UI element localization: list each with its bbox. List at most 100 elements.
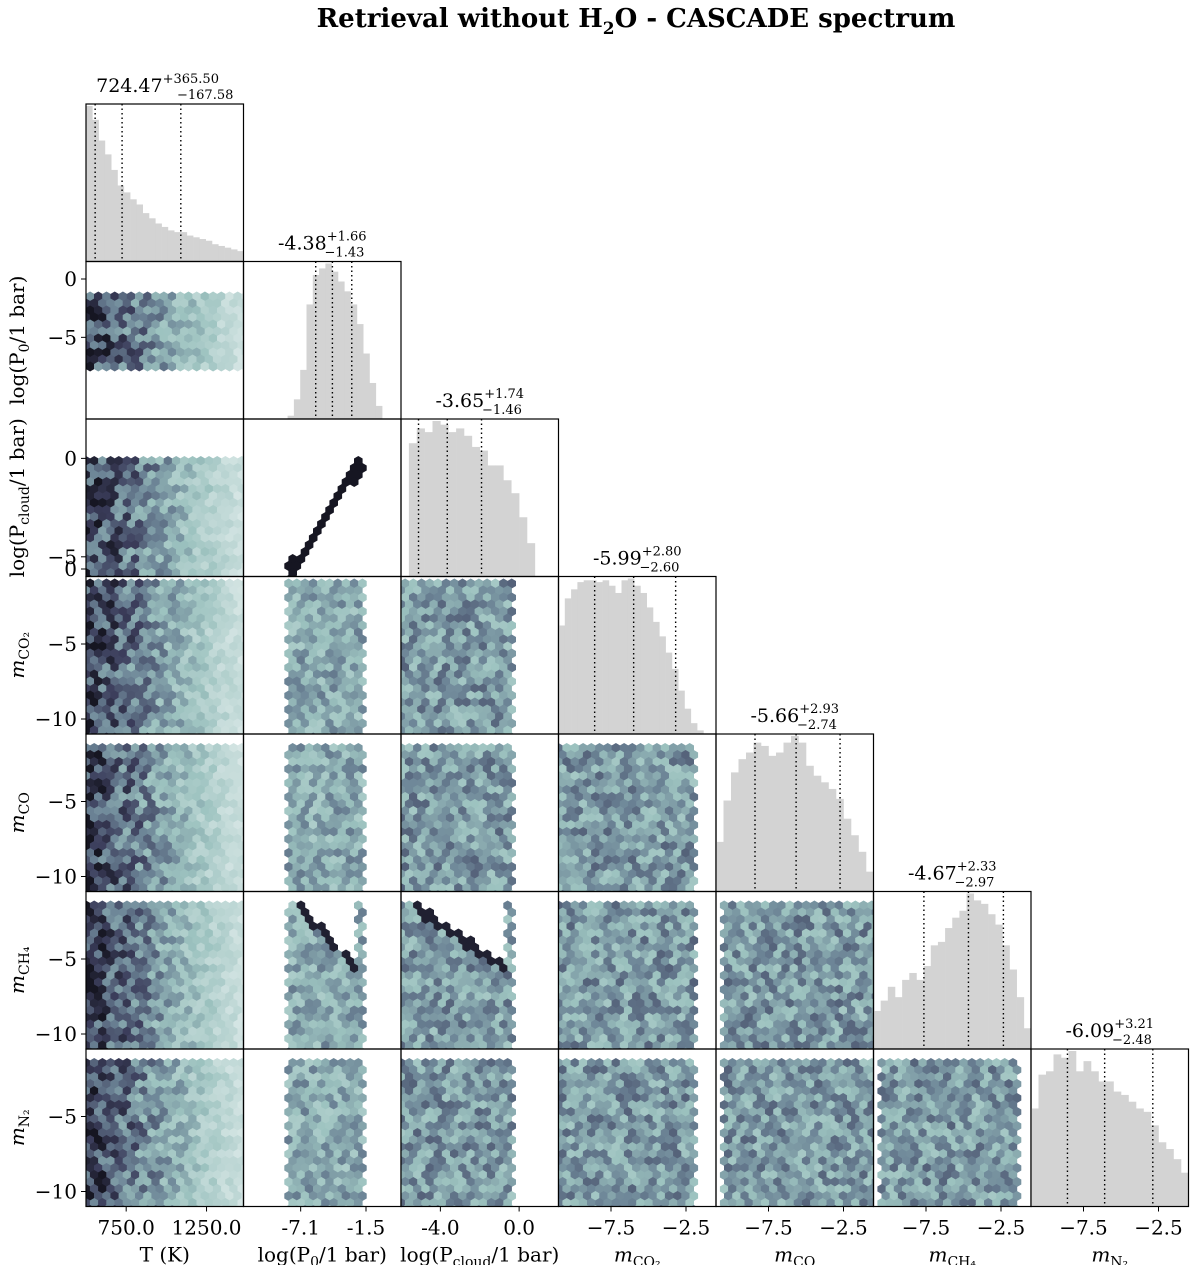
hex-cell [358, 634, 367, 645]
hex-cell [429, 998, 439, 1009]
hex-cell [143, 547, 152, 557]
hex-cell [217, 876, 226, 886]
hex-cell [126, 690, 136, 701]
hex-cell [155, 641, 165, 652]
hex-cell [329, 813, 338, 823]
hex-cell [401, 718, 410, 729]
hex-cell [300, 778, 310, 788]
hex-cell [470, 813, 480, 823]
hex-cell [208, 907, 218, 918]
hex-cell [421, 869, 430, 879]
hex-cell [818, 1026, 827, 1037]
hex-cell [441, 876, 451, 886]
hex-cell [110, 620, 119, 631]
hex-cell [151, 806, 160, 816]
hex-cell [200, 592, 210, 603]
hex-cell [349, 862, 359, 872]
hex-cell [135, 820, 144, 830]
hex-cell [151, 592, 160, 603]
hex-cell [233, 620, 242, 631]
hex-cell [478, 956, 488, 967]
hex-cell [237, 540, 244, 550]
panel-mCO-mCO2 [557, 733, 717, 893]
hex-cell [773, 921, 782, 932]
hex-cell [325, 792, 334, 802]
hex-cell [284, 1005, 293, 1016]
hex-cell [143, 662, 152, 673]
hex-cell [143, 963, 152, 974]
hex-cell [325, 662, 334, 673]
hex-cell [358, 750, 367, 760]
hex-cell [118, 862, 128, 872]
hex-cell [458, 848, 467, 858]
hex-cell [313, 627, 322, 638]
hex-cell [229, 484, 238, 494]
hex-cell [106, 554, 115, 564]
hex-cell [229, 354, 238, 365]
hex-cell [437, 827, 447, 837]
hex-cell [409, 1005, 418, 1016]
hex-cell [491, 848, 500, 858]
hex-cell [744, 1040, 754, 1049]
hex-cell [221, 484, 230, 494]
hex-cell [664, 792, 674, 802]
hex-cell [640, 1033, 649, 1044]
hex-cell [732, 1033, 741, 1044]
hex-cell [652, 841, 662, 851]
hex-cell [748, 935, 758, 946]
hex-cell [135, 592, 144, 603]
hex-cell [176, 606, 185, 617]
hex-cell [595, 1012, 604, 1023]
hex-cell [582, 750, 592, 760]
hex-cell [102, 820, 111, 830]
hex-cell [196, 757, 206, 767]
hex-cell [217, 963, 226, 974]
y-axis-label-mCH4: mCH₄ [5, 946, 33, 994]
hex-cell [250, 663, 259, 673]
hex-cell [450, 862, 459, 872]
hex-cell [466, 690, 475, 701]
hex-cell [660, 914, 670, 925]
hex-cell [110, 1033, 119, 1044]
hex-cell [284, 792, 293, 802]
hex-cell [773, 977, 782, 988]
hex-cell [789, 977, 799, 988]
hex-cell [333, 848, 343, 858]
hex-cell [139, 568, 148, 577]
hex-cell [139, 312, 148, 323]
hex-cell [615, 848, 625, 858]
hex-cell [842, 928, 852, 939]
hex-cell [401, 641, 406, 652]
hex-cell [237, 613, 244, 624]
hex-cell [826, 1026, 836, 1037]
hex-cell [106, 914, 115, 925]
hex-cell [417, 806, 426, 816]
hex-cell [345, 743, 355, 753]
hex-cell [212, 683, 222, 694]
hex-cell [450, 634, 459, 645]
hex-cell [184, 463, 193, 473]
hex-cell [607, 963, 617, 974]
hex-cell [458, 949, 467, 960]
hex-cell [118, 921, 128, 932]
hex-cell [851, 998, 860, 1009]
hex-cell [337, 743, 347, 753]
hex-cell [139, 841, 148, 851]
hex-cell [246, 600, 255, 610]
hex-cell [102, 291, 111, 302]
hex-cell [401, 1019, 410, 1030]
hex-cell [810, 956, 819, 967]
hex-cell [851, 956, 860, 967]
hex-cell [425, 690, 434, 701]
hex-cell [196, 725, 206, 734]
hex-cell [566, 963, 576, 974]
hex-cell [830, 991, 840, 1002]
hex-cell [304, 711, 314, 722]
hist-bar [193, 237, 200, 262]
hex-cell [507, 907, 516, 918]
hex-cell [229, 900, 238, 911]
hex-cell [246, 901, 255, 911]
hex-cell [578, 855, 588, 865]
hex-cell [838, 949, 848, 960]
hex-cell [358, 662, 367, 673]
